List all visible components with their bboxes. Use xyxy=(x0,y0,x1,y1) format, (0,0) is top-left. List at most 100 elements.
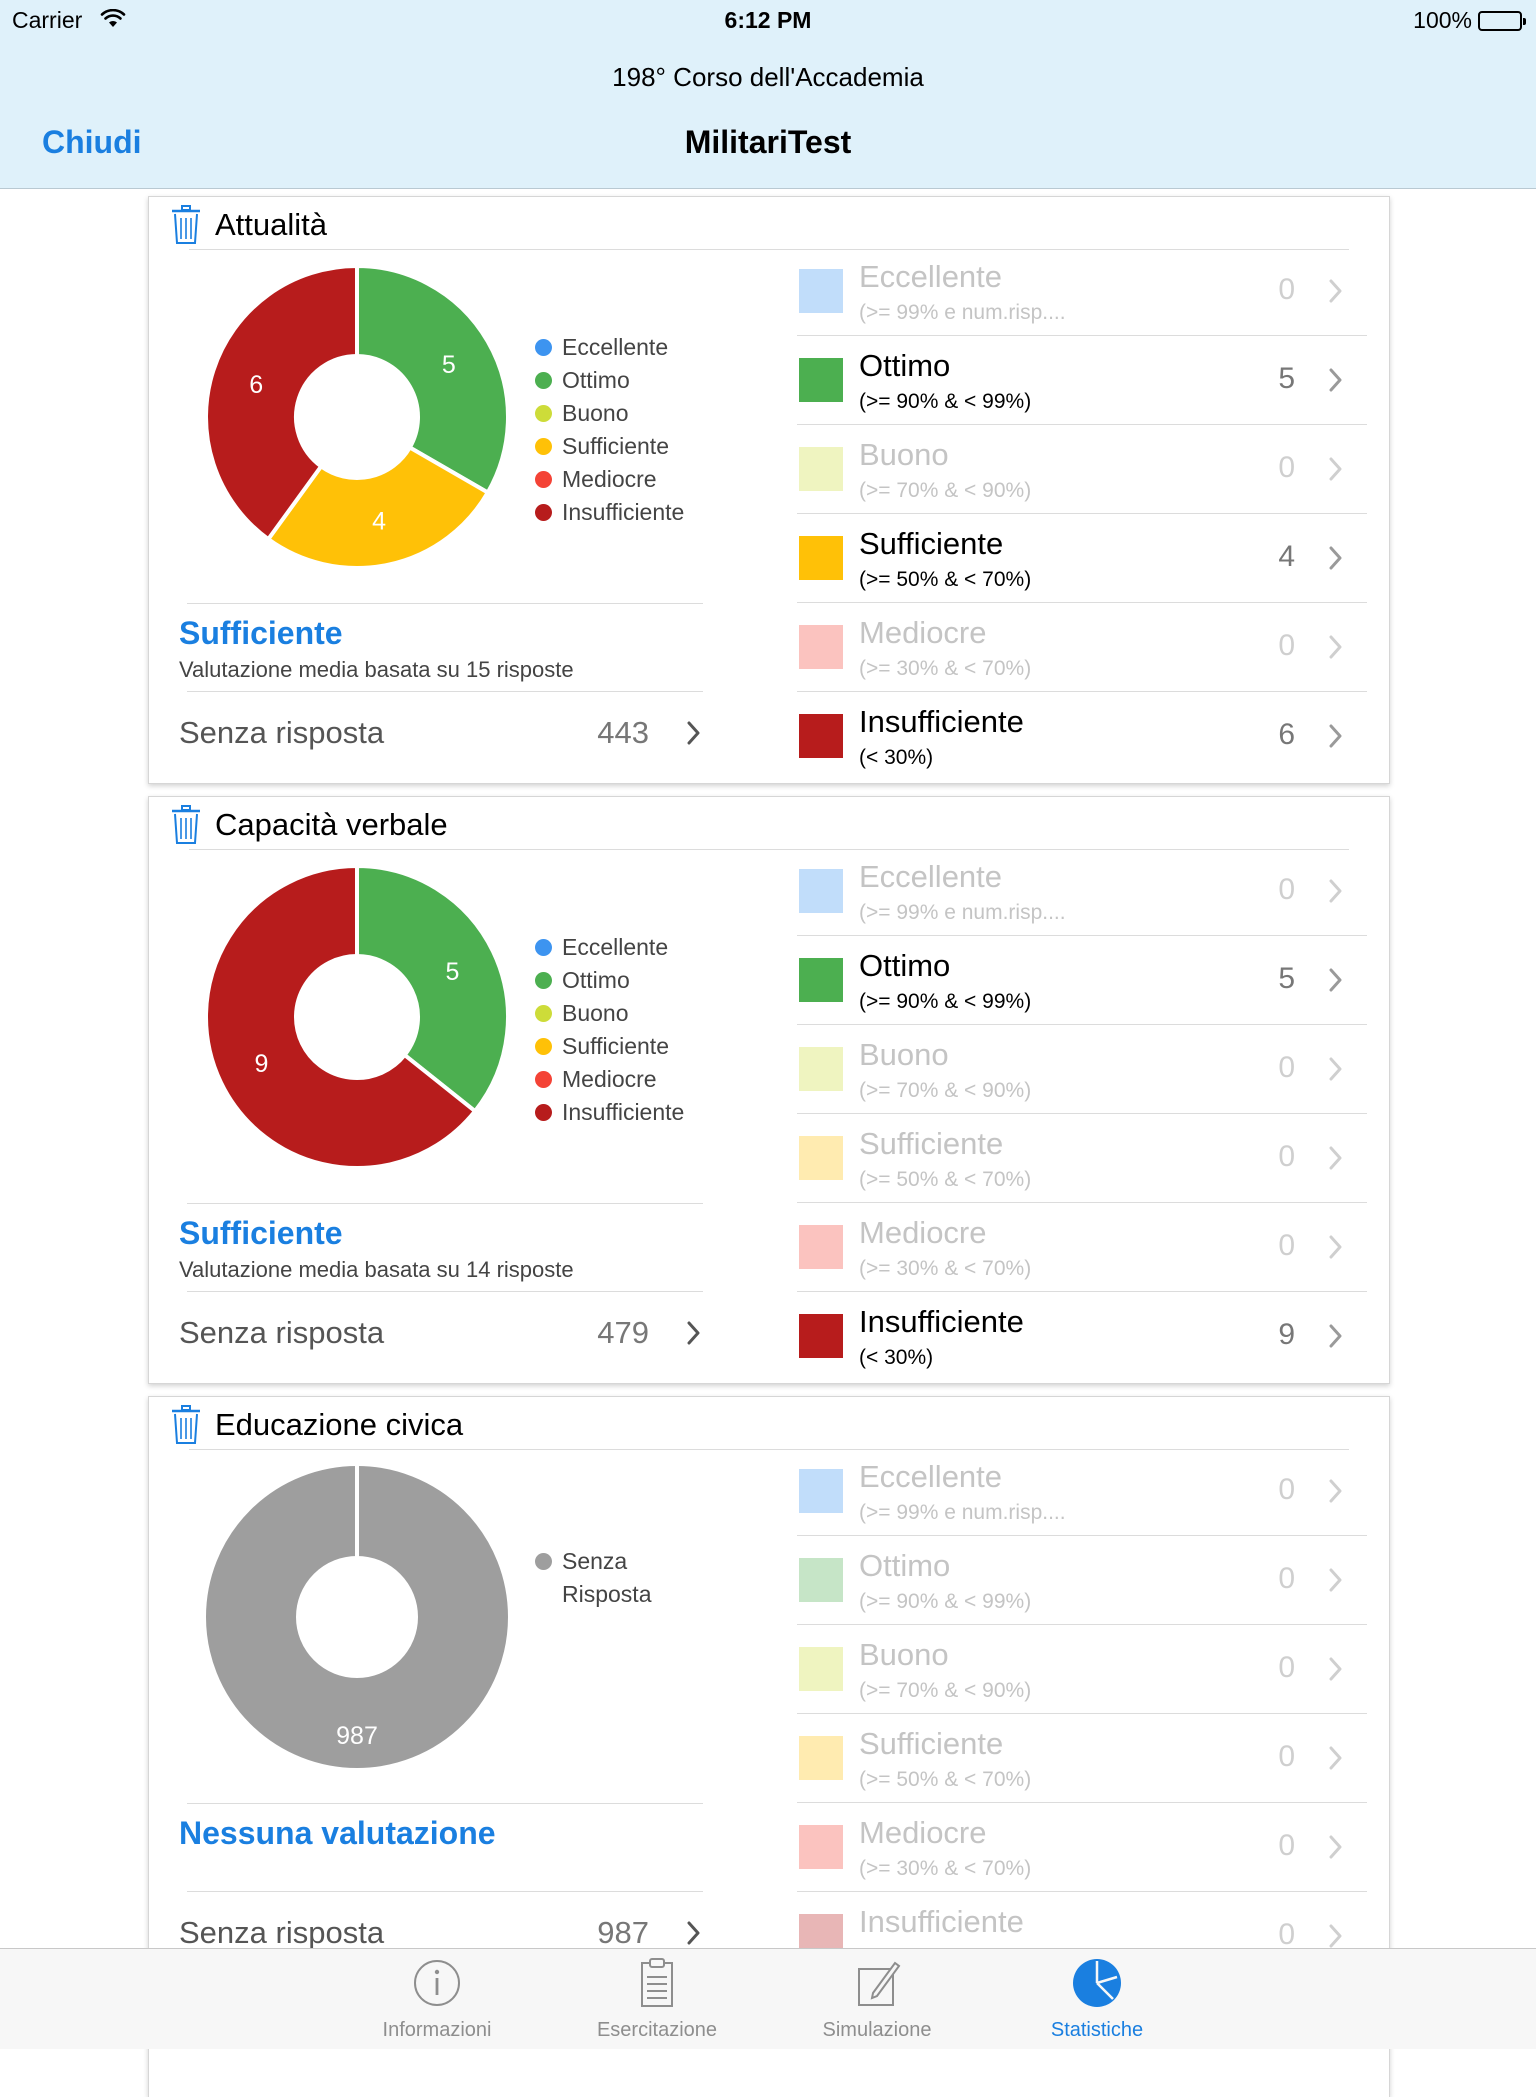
grade-swatch xyxy=(799,1558,843,1602)
close-button[interactable]: Chiudi xyxy=(42,124,142,160)
grade-label: Ottimo xyxy=(859,348,951,383)
legend-dot xyxy=(535,1038,552,1055)
section-title: Capacità verbale xyxy=(215,807,448,842)
unanswered-count: 479 xyxy=(597,1315,649,1350)
grade-row-sufficiente[interactable]: Sufficiente (>= 50% & < 70%) 4 xyxy=(797,514,1367,603)
trash-icon[interactable] xyxy=(171,205,201,245)
grade-row-sufficiente[interactable]: Sufficiente (>= 50% & < 70%) 0 xyxy=(797,1114,1367,1203)
legend-label: Sufficiente xyxy=(562,1033,669,1059)
grade-row-ottimo[interactable]: Ottimo (>= 90% & < 99%) 5 xyxy=(797,336,1367,425)
grade-swatch xyxy=(799,1314,843,1358)
grade-label: Eccellente xyxy=(859,259,1003,294)
grade-row-ottimo[interactable]: Ottimo (>= 90% & < 99%) 5 xyxy=(797,936,1367,1025)
grade-row-insufficiente[interactable]: Insufficiente (< 30%) 6 xyxy=(797,692,1367,780)
legend-item: Buono xyxy=(535,997,684,1030)
legend-item: Mediocre xyxy=(535,463,684,496)
grade-row-mediocre[interactable]: Mediocre (>= 30% & < 70%) 0 xyxy=(797,1203,1367,1292)
rating-value: Nessuna valutazione xyxy=(179,1815,496,1851)
grade-count: 0 xyxy=(1278,273,1295,306)
legend-dot xyxy=(535,372,552,389)
chevron-right-icon xyxy=(687,721,700,745)
grade-row-sufficiente[interactable]: Sufficiente (>= 50% & < 70%) 0 xyxy=(797,1714,1367,1803)
grade-row-ottimo[interactable]: Ottimo (>= 90% & < 99%) 0 xyxy=(797,1536,1367,1625)
legend-label: Buono xyxy=(562,400,629,426)
navigation-bar: 198° Corso dell'Accademia MilitariTest C… xyxy=(0,40,1536,189)
wifi-icon xyxy=(100,9,126,27)
chart-slice xyxy=(205,265,359,542)
divider xyxy=(187,1203,703,1204)
tab-simulazione[interactable]: Simulazione xyxy=(777,1949,977,2049)
legend-item: Insufficiente xyxy=(535,496,684,529)
grade-count: 0 xyxy=(1278,1051,1295,1084)
section-card: Attualità 5 4 6 Eccellente Ottimo Buono Suffici… xyxy=(148,196,1390,784)
grade-swatch xyxy=(799,714,843,758)
grade-count: 0 xyxy=(1278,629,1295,662)
grade-count: 0 xyxy=(1278,1229,1295,1262)
tab-esercitazione[interactable]: Esercitazione xyxy=(557,1949,757,2049)
grade-row-buono[interactable]: Buono (>= 70% & < 90%) 0 xyxy=(797,1625,1367,1714)
grade-range: (>= 90% & < 99%) xyxy=(859,1590,1032,1613)
battery-percentage: 100% xyxy=(1413,7,1472,33)
legend-label: Sufficiente xyxy=(562,433,669,459)
grade-swatch xyxy=(799,958,843,1002)
divider xyxy=(189,1449,1349,1450)
legend-dot xyxy=(535,1553,552,1570)
grade-swatch xyxy=(799,1136,843,1180)
chevron-right-icon xyxy=(1329,968,1342,992)
chart-legend: Senza Risposta xyxy=(535,1545,672,1611)
grade-row-buono[interactable]: Buono (>= 70% & < 90%) 0 xyxy=(797,1025,1367,1114)
grade-row-eccellente[interactable]: Eccellente (>= 99% e num.risp.... 0 xyxy=(797,247,1367,336)
unanswered-row[interactable]: Senza risposta 479 xyxy=(179,1307,709,1357)
legend-label: Mediocre xyxy=(562,466,657,492)
divider xyxy=(187,1803,703,1804)
grade-row-eccellente[interactable]: Eccellente (>= 99% e num.risp.... 0 xyxy=(797,1447,1367,1536)
trash-icon[interactable] xyxy=(171,805,201,845)
legend-item: Senza Risposta xyxy=(535,1545,672,1611)
grade-count: 0 xyxy=(1278,1562,1295,1595)
legend-item: Mediocre xyxy=(535,1063,684,1096)
tab-informazioni[interactable]: Informazioni xyxy=(337,1949,537,2049)
legend-item: Sufficiente xyxy=(535,430,684,463)
status-bar: Carrier 6:12 PM 100% xyxy=(0,0,1536,40)
tab-statistiche[interactable]: Statistiche xyxy=(997,1949,1197,2049)
legend-dot xyxy=(535,339,552,356)
grade-range: (>= 99% e num.risp.... xyxy=(859,301,1066,324)
tab-label: Statistiche xyxy=(1050,2019,1144,2041)
grade-list: Eccellente (>= 99% e num.risp.... 0 Ottimo (… xyxy=(797,247,1367,780)
tab-bar: Informazioni Esercitazione Simulazione S… xyxy=(0,1948,1536,2049)
unanswered-row[interactable]: Senza risposta 987 xyxy=(179,1907,709,1957)
trash-icon[interactable] xyxy=(171,1405,201,1445)
legend-item: Eccellente xyxy=(535,331,684,364)
grade-row-buono[interactable]: Buono (>= 70% & < 90%) 0 xyxy=(797,425,1367,514)
chart-slice xyxy=(265,444,491,569)
legend-dot xyxy=(535,471,552,488)
unanswered-count: 987 xyxy=(597,1915,649,1950)
legend-label: Insufficiente xyxy=(562,1099,685,1125)
grade-swatch xyxy=(799,358,843,402)
grade-row-mediocre[interactable]: Mediocre (>= 30% & < 70%) 0 xyxy=(797,1803,1367,1892)
grade-list: Eccellente (>= 99% e num.risp.... 0 Ottimo (… xyxy=(797,847,1367,1380)
legend-label: Ottimo xyxy=(562,367,630,393)
tab-label: Esercitazione xyxy=(596,2019,718,2041)
battery-icon xyxy=(1478,10,1526,31)
unanswered-row[interactable]: Senza risposta 443 xyxy=(179,707,709,757)
chevron-right-icon xyxy=(1329,368,1342,392)
grade-range: (>= 90% & < 99%) xyxy=(859,990,1032,1013)
section-title: Attualità xyxy=(215,207,328,242)
legend-label: Insufficiente xyxy=(562,499,685,525)
grade-swatch xyxy=(799,1736,843,1780)
chevron-right-icon xyxy=(1329,1146,1342,1170)
grade-range: (>= 99% e num.risp.... xyxy=(859,1501,1066,1524)
section-title: Educazione civica xyxy=(215,1407,464,1442)
chevron-right-icon xyxy=(1329,1657,1342,1681)
grade-row-mediocre[interactable]: Mediocre (>= 30% & < 70%) 0 xyxy=(797,603,1367,692)
grade-row-insufficiente[interactable]: Insufficiente (< 30%) 9 xyxy=(797,1292,1367,1380)
grade-count: 0 xyxy=(1278,873,1295,906)
chart-slice xyxy=(355,865,509,1114)
divider xyxy=(187,603,703,604)
grade-label: Insufficiente xyxy=(859,1304,1024,1339)
grade-row-eccellente[interactable]: Eccellente (>= 99% e num.risp.... 0 xyxy=(797,847,1367,936)
grade-swatch xyxy=(799,1225,843,1269)
slice-label: 4 xyxy=(372,508,386,536)
nav-subtitle: 198° Corso dell'Accademia xyxy=(612,62,924,92)
